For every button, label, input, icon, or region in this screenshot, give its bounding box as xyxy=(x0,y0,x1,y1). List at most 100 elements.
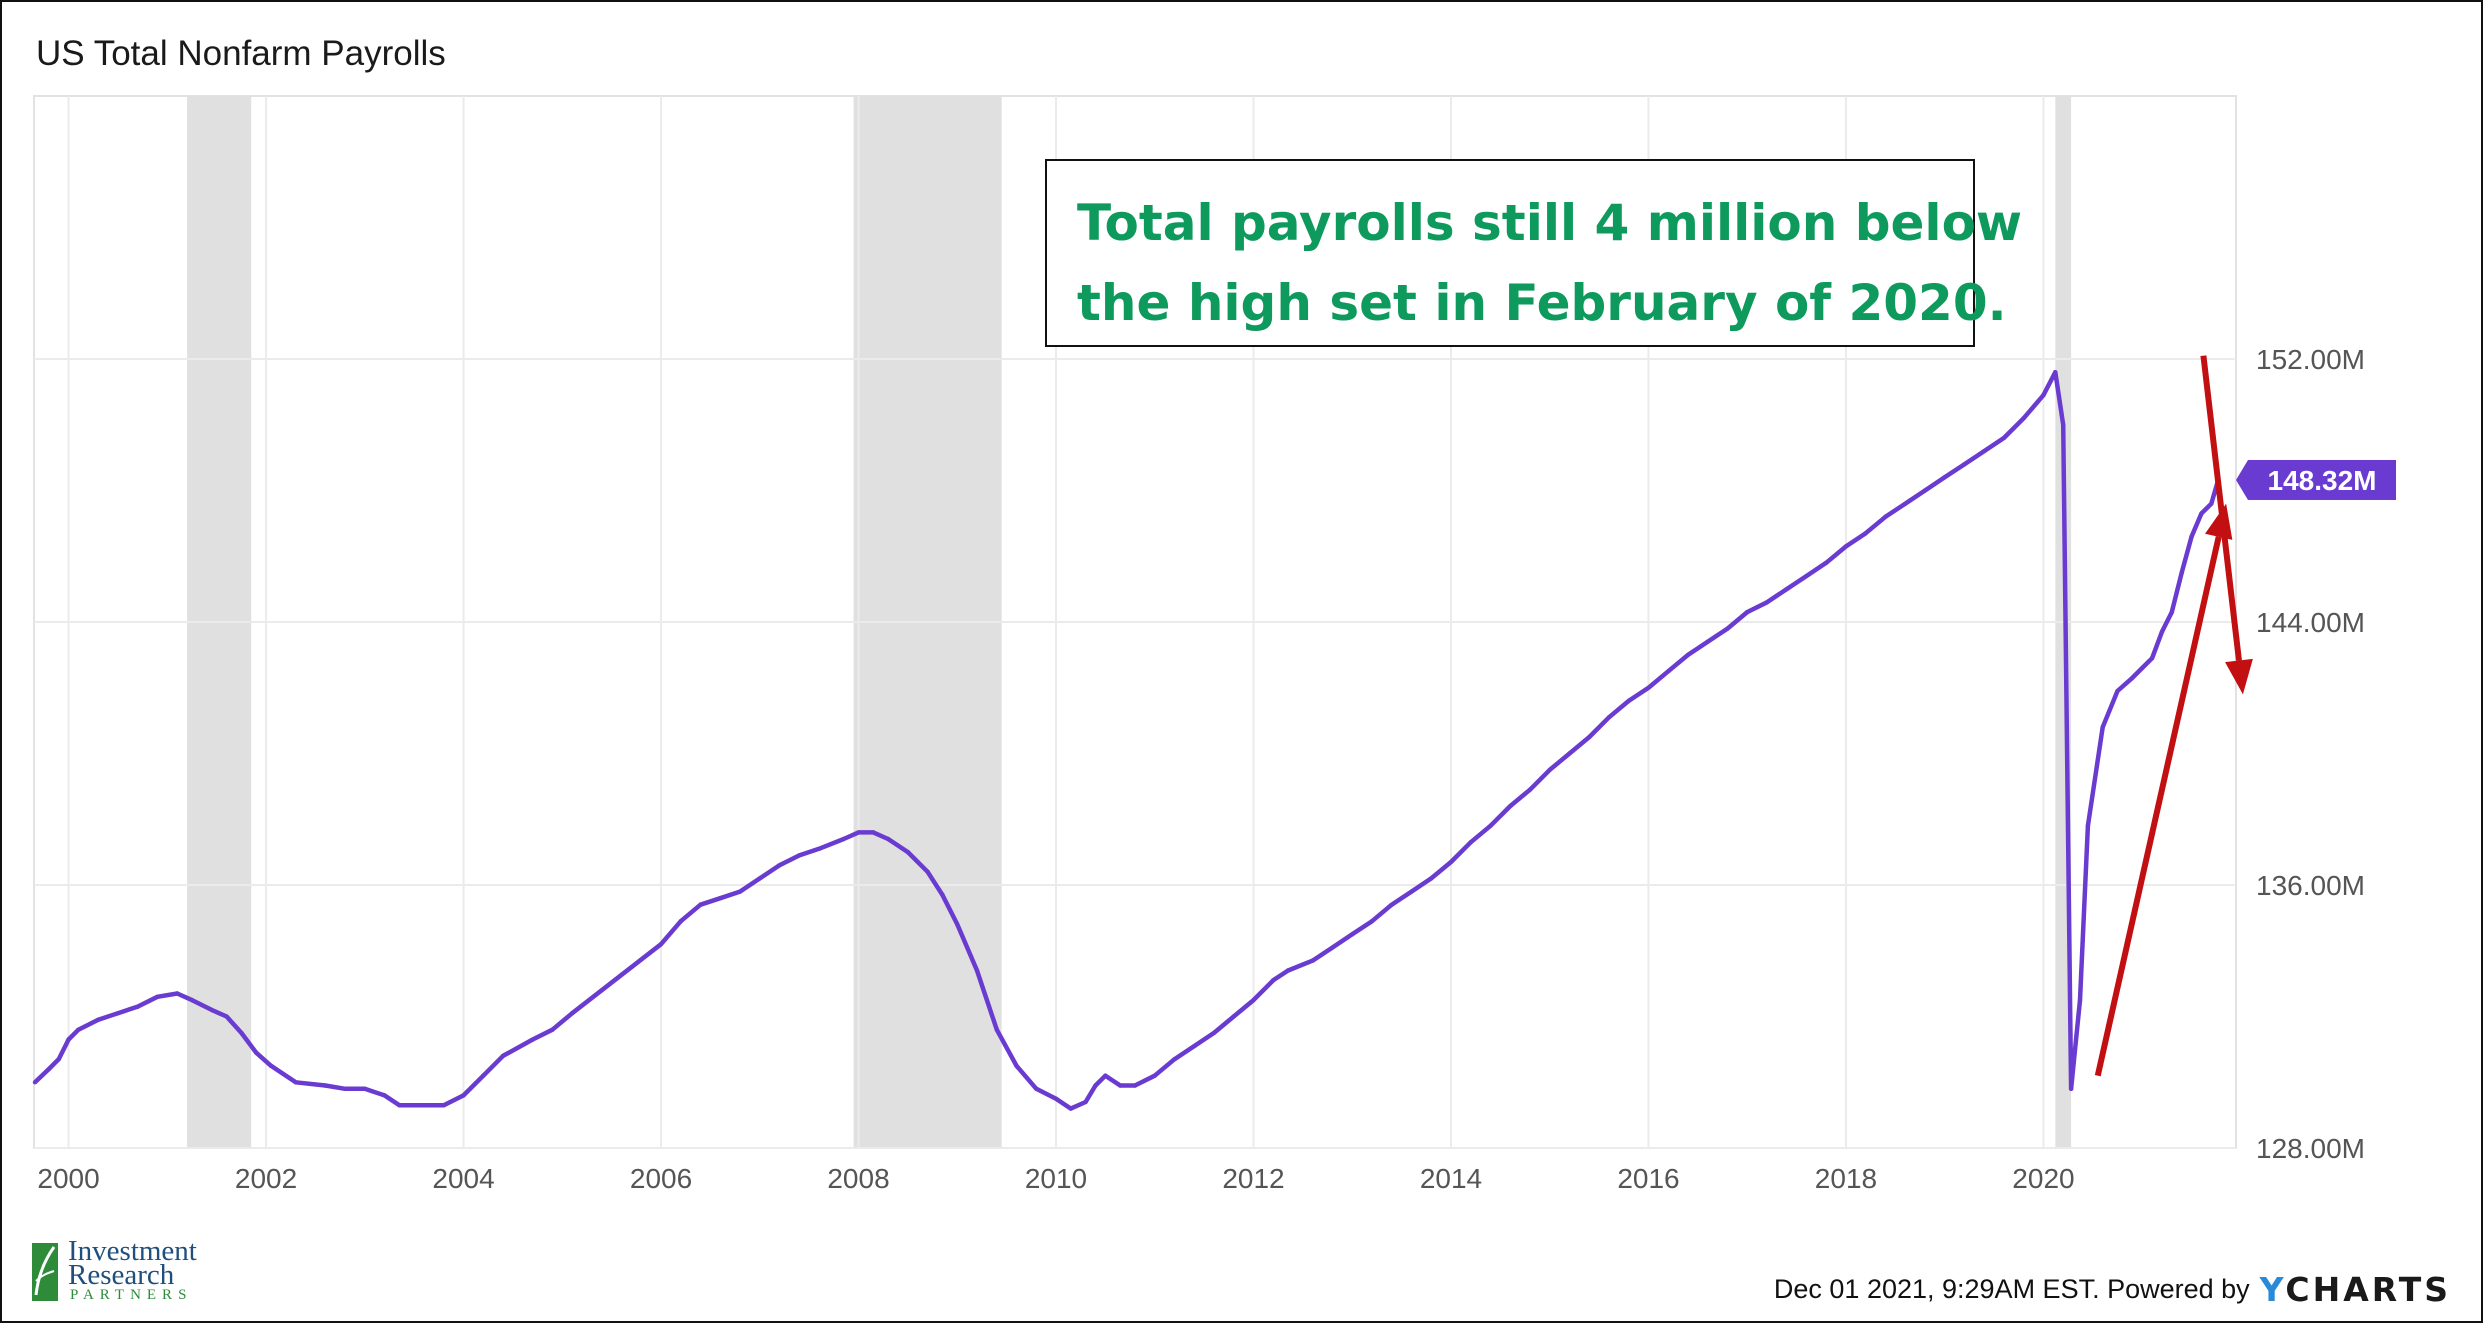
x-tick-label: 2016 xyxy=(1617,1163,1679,1194)
data-point xyxy=(1152,1073,1157,1078)
data-point xyxy=(1429,876,1434,881)
data-point xyxy=(115,1011,121,1016)
data-point xyxy=(1547,767,1552,773)
data-point xyxy=(2085,823,2091,829)
data-point xyxy=(293,1080,298,1085)
annotation-box: Total payrolls still 4 million below the… xyxy=(1045,159,2022,347)
data-point xyxy=(2053,369,2058,375)
data-point xyxy=(994,1027,999,1032)
data-point xyxy=(1389,902,1394,907)
data-point xyxy=(678,918,683,924)
data-point xyxy=(658,941,664,947)
data-point xyxy=(2100,725,2105,730)
data-point xyxy=(885,836,891,842)
data-point xyxy=(209,1007,214,1013)
data-point xyxy=(1103,1073,1108,1078)
data-point xyxy=(382,1093,387,1098)
data-point xyxy=(2068,1086,2074,1092)
data-point xyxy=(342,1086,348,1092)
data-point xyxy=(1942,475,1947,480)
data-point xyxy=(155,994,160,999)
data-point xyxy=(599,988,604,993)
data-point xyxy=(2060,422,2066,427)
data-point xyxy=(1172,1057,1177,1062)
data-point xyxy=(1053,1096,1059,1101)
data-point xyxy=(856,830,861,835)
data-point xyxy=(841,836,846,842)
data-point xyxy=(56,1057,61,1062)
data-point xyxy=(1508,803,1513,809)
y-tick-label: 136.00M xyxy=(2256,870,2365,901)
data-point xyxy=(500,1053,506,1059)
data-point xyxy=(1824,560,1829,566)
data-point xyxy=(629,964,634,970)
data-point xyxy=(2001,435,2007,441)
annotation-arrow-1 xyxy=(2094,536,2222,1077)
data-point xyxy=(1310,958,1315,963)
data-point xyxy=(2139,665,2145,671)
ycharts-logo-y: Y xyxy=(2259,1269,2286,1309)
data-point xyxy=(698,902,703,907)
last-value-label: 148.32M xyxy=(2268,465,2377,496)
data-point xyxy=(1093,1083,1098,1088)
data-point xyxy=(135,1004,140,1009)
data-point xyxy=(1271,978,1276,983)
data-point xyxy=(1962,462,1967,467)
data-point xyxy=(2189,534,2194,539)
data-point xyxy=(1705,639,1710,644)
data-point xyxy=(1068,1106,1074,1111)
data-point xyxy=(1409,889,1414,894)
data-point xyxy=(737,889,743,894)
y-tick-label: 144.00M xyxy=(2256,607,2365,638)
data-point xyxy=(974,968,980,973)
data-point xyxy=(816,846,822,852)
data-point xyxy=(1014,1063,1019,1069)
data-point xyxy=(925,869,930,875)
ycharts-logo[interactable]: YCHARTS xyxy=(2260,1270,2451,1309)
data-point xyxy=(2149,655,2155,661)
data-point xyxy=(1843,544,1849,549)
data-point xyxy=(46,1066,52,1072)
data-point xyxy=(569,1011,575,1016)
data-point xyxy=(1922,488,1928,493)
x-tick-label: 2008 xyxy=(827,1163,889,1194)
data-point xyxy=(2159,629,2165,635)
x-tick-label: 2020 xyxy=(2012,1163,2074,1194)
chart-title: US Total Nonfarm Payrolls xyxy=(36,34,446,73)
data-point xyxy=(268,1063,274,1069)
data-point xyxy=(1903,501,1908,506)
data-point xyxy=(461,1093,466,1098)
data-point xyxy=(1527,787,1533,792)
data-point xyxy=(1863,531,1868,536)
last-value-pointer xyxy=(2236,459,2248,500)
x-tick-label: 2000 xyxy=(37,1163,99,1194)
x-tick-label: 2004 xyxy=(432,1163,494,1194)
data-point xyxy=(1606,715,1612,720)
last-value-badge xyxy=(2248,459,2396,500)
data-point xyxy=(76,1027,81,1032)
data-point xyxy=(1804,573,1809,579)
data-point xyxy=(2199,511,2204,516)
data-point xyxy=(2041,392,2046,398)
data-point xyxy=(1117,1083,1123,1088)
x-tick-label: 2018 xyxy=(1815,1163,1877,1194)
data-point xyxy=(95,1017,101,1022)
data-point xyxy=(1448,859,1454,865)
x-tick-label: 2010 xyxy=(1025,1163,1087,1194)
data-point xyxy=(1587,734,1592,740)
data-point xyxy=(1034,1086,1039,1092)
logo-line-2: Research xyxy=(68,1259,175,1291)
data-point xyxy=(2021,415,2026,421)
data-point xyxy=(253,1050,259,1055)
data-point xyxy=(550,1027,555,1032)
leaf-logo-icon xyxy=(32,1243,58,1301)
y-tick-label: 152.00M xyxy=(2256,344,2365,375)
data-point xyxy=(1488,823,1493,829)
data-point xyxy=(955,922,960,927)
data-point xyxy=(1251,997,1256,1003)
logo-line-3: PARTNERS xyxy=(70,1287,193,1303)
data-point xyxy=(797,853,802,858)
data-point xyxy=(174,991,180,996)
data-point xyxy=(239,1030,244,1036)
data-point xyxy=(1285,968,1291,973)
